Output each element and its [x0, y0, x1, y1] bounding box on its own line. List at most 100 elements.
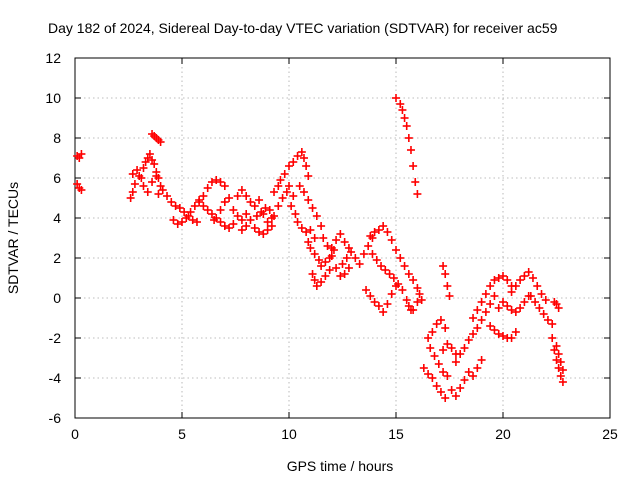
data-point [507, 288, 516, 296]
data-point [398, 286, 407, 294]
data-point [413, 284, 422, 292]
data-point [558, 378, 567, 386]
x-axis-ticks: 0 5 10 15 20 25 [71, 58, 618, 442]
data-point [338, 260, 347, 268]
data-point [188, 216, 197, 224]
data-point [490, 292, 499, 300]
y-axis-ticks: -6 -4 -2 0 2 4 6 8 10 12 [45, 50, 610, 426]
data-point [460, 376, 469, 384]
y-tick-label: -4 [49, 370, 62, 386]
data-point [250, 202, 259, 210]
data-point [533, 282, 542, 290]
data-point [276, 176, 285, 184]
data-point [77, 150, 86, 158]
data-point [259, 230, 268, 238]
data-point [383, 300, 392, 308]
y-axis-label: SDTVAR / TECUs [5, 182, 21, 294]
x-axis-label: GPS time / hours [287, 458, 394, 474]
data-point [308, 204, 317, 212]
data-point [332, 264, 341, 272]
data-point [385, 270, 394, 278]
data-point [220, 222, 229, 230]
data-point [340, 238, 349, 246]
data-point [246, 198, 255, 206]
data-point [481, 308, 490, 316]
data-point [415, 290, 424, 298]
data-point [556, 372, 565, 380]
data-point [413, 298, 422, 306]
data-point [225, 194, 234, 202]
data-point [336, 230, 345, 238]
data-point [473, 306, 482, 314]
data-point [158, 186, 167, 194]
data-point [314, 256, 323, 264]
data-point [507, 306, 516, 314]
data-point [436, 388, 445, 396]
data-point [270, 188, 279, 196]
y-tick-label: 6 [53, 170, 61, 186]
data-point [494, 274, 503, 282]
data-point [404, 134, 413, 142]
data-point [173, 220, 182, 228]
data-point [404, 302, 413, 310]
data-point [439, 346, 448, 354]
data-point [306, 226, 315, 234]
data-point [143, 188, 152, 196]
data-point [552, 342, 561, 350]
data-point [387, 236, 396, 244]
data-point [409, 306, 418, 314]
data-point [556, 358, 565, 366]
plot-frame [74, 57, 611, 419]
data-point [443, 340, 452, 348]
data-point [340, 270, 349, 278]
data-point [229, 206, 238, 214]
data-point [460, 344, 469, 352]
data-point [428, 374, 437, 382]
data-point [255, 196, 264, 204]
data-point [439, 262, 448, 270]
data-point [299, 188, 308, 196]
data-point [261, 204, 270, 212]
data-point [490, 276, 499, 284]
data-point [302, 162, 311, 170]
data-point [516, 304, 525, 312]
data-point [387, 290, 396, 298]
data-point [163, 192, 172, 200]
data-point [486, 282, 495, 290]
data-point [171, 202, 180, 210]
data-point [145, 150, 154, 158]
data-point [220, 198, 229, 206]
data-point [503, 276, 512, 284]
data-point [297, 224, 306, 232]
data-point [252, 212, 261, 220]
data-point [285, 182, 293, 190]
data-point [304, 196, 313, 204]
data-point [150, 160, 159, 168]
data-point [237, 216, 246, 224]
data-point [548, 334, 557, 342]
data-point [554, 304, 563, 312]
data-point [543, 316, 552, 324]
data-point [321, 258, 330, 266]
data-point [139, 182, 148, 190]
data-point [370, 298, 379, 306]
data-point [282, 188, 291, 196]
data-point [317, 262, 326, 270]
y-tick-label: 8 [53, 130, 61, 146]
data-point [216, 206, 225, 214]
data-point [499, 332, 507, 340]
data-point [426, 344, 435, 352]
data-point [451, 358, 460, 366]
data-point [362, 286, 371, 294]
data-point [287, 202, 296, 210]
data-point [359, 250, 368, 258]
data-point [511, 308, 520, 316]
data-point [199, 202, 208, 210]
data-point [499, 298, 507, 306]
data-point [447, 386, 456, 394]
data-point [186, 208, 195, 216]
data-point [404, 270, 413, 278]
data-point [451, 392, 460, 400]
y-tick-label: 12 [45, 50, 61, 66]
data-point [370, 228, 379, 236]
